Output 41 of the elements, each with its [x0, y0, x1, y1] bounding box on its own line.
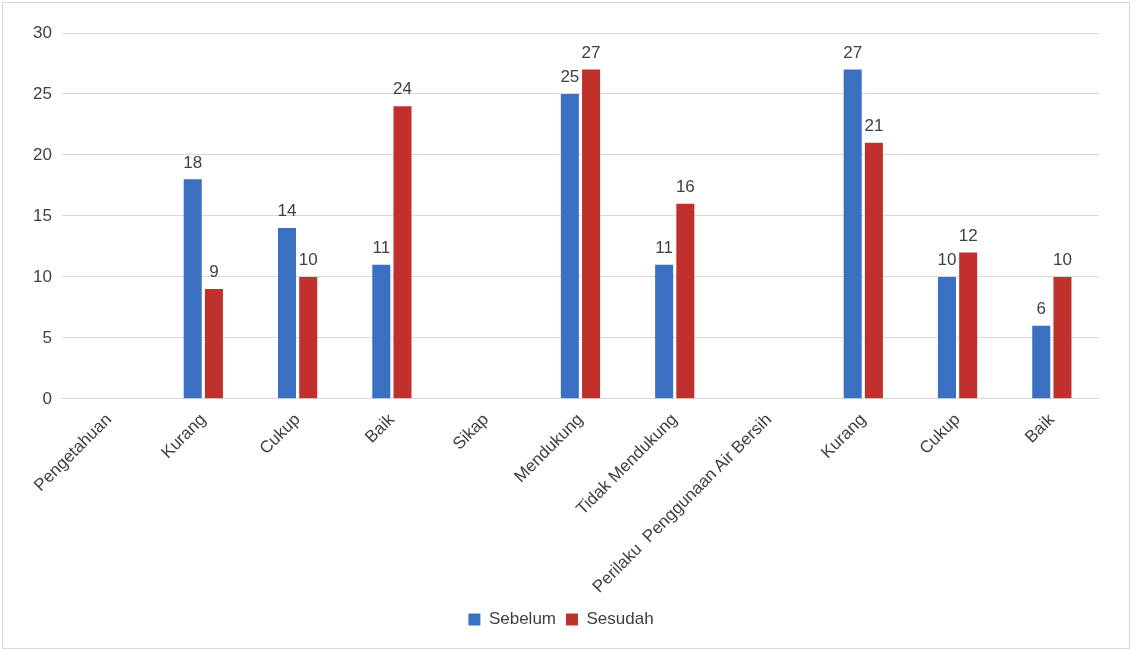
bar — [372, 264, 391, 399]
data-label: 21 — [864, 115, 884, 135]
bar — [1032, 325, 1051, 399]
bar — [204, 289, 223, 399]
data-label: 27 — [843, 42, 863, 62]
data-label: 6 — [1036, 298, 1046, 318]
y-tick-label: 20 — [32, 144, 52, 164]
bar — [183, 179, 202, 399]
data-label: 12 — [958, 225, 978, 245]
y-tick-label: 15 — [32, 205, 52, 225]
data-label: 10 — [1053, 250, 1072, 270]
bar — [560, 93, 579, 399]
y-tick-label: 0 — [42, 388, 52, 408]
bar — [864, 142, 883, 399]
data-label: 18 — [183, 152, 203, 172]
bar — [1053, 276, 1072, 399]
data-label: 10 — [298, 250, 318, 270]
y-tick-label: 30 — [32, 22, 52, 42]
y-tick-label: 10 — [32, 266, 52, 286]
bar — [843, 69, 862, 399]
y-tick-label: 5 — [42, 327, 52, 347]
data-label: 25 — [560, 67, 580, 87]
bar — [393, 106, 412, 399]
data-label: 27 — [581, 42, 601, 62]
legend-label: Sebelum — [488, 609, 557, 629]
y-tick-label: 25 — [32, 83, 52, 103]
data-label: 16 — [675, 176, 695, 196]
data-label: 14 — [277, 201, 297, 221]
bar — [937, 276, 956, 399]
data-label: 11 — [372, 237, 391, 257]
bar — [676, 203, 695, 399]
legend-label: Sesudah — [586, 609, 654, 629]
data-label: 24 — [393, 79, 412, 99]
bar — [582, 69, 601, 399]
data-label: 10 — [937, 250, 957, 270]
data-label: 9 — [209, 262, 219, 282]
bar — [959, 252, 978, 399]
data-label: 11 — [655, 237, 673, 257]
bar — [655, 264, 674, 399]
bar — [277, 228, 297, 399]
bar — [299, 276, 318, 399]
